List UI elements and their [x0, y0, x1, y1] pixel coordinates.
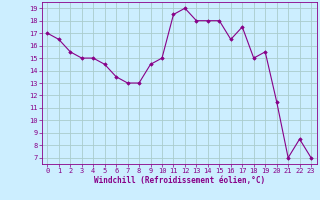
- X-axis label: Windchill (Refroidissement éolien,°C): Windchill (Refroidissement éolien,°C): [94, 176, 265, 185]
